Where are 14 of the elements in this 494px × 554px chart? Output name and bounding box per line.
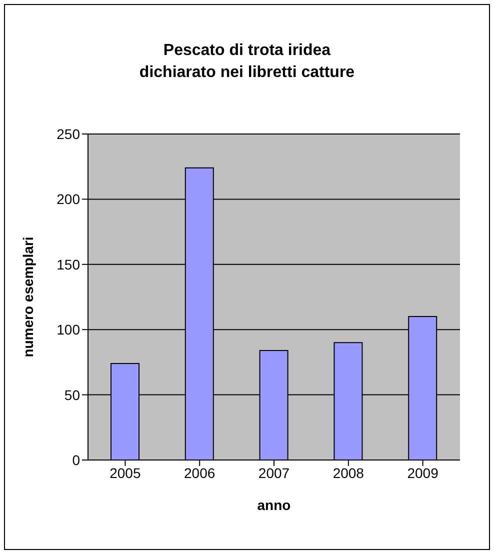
y-axis-title: numero esemplari <box>20 236 36 358</box>
x-tick-label: 2005 <box>110 464 141 481</box>
y-tick-label: 200 <box>56 191 80 208</box>
chart-title: Pescato di trota iridea dichiarato nei libretti catture <box>138 41 356 83</box>
y-tick-label: 0 <box>72 452 80 468</box>
x-tick-label: 2009 <box>407 464 439 481</box>
x-tick-label: 2008 <box>332 464 364 481</box>
x-axis-title: anno <box>257 497 291 513</box>
y-tick-label: 250 <box>56 126 80 142</box>
y-tick-label: 50 <box>64 386 80 403</box>
x-tick-label: 2006 <box>184 464 216 481</box>
x-tick-label: 2007 <box>258 464 290 481</box>
y-tick-label: 150 <box>56 256 80 272</box>
y-tick-label: 100 <box>56 322 80 338</box>
